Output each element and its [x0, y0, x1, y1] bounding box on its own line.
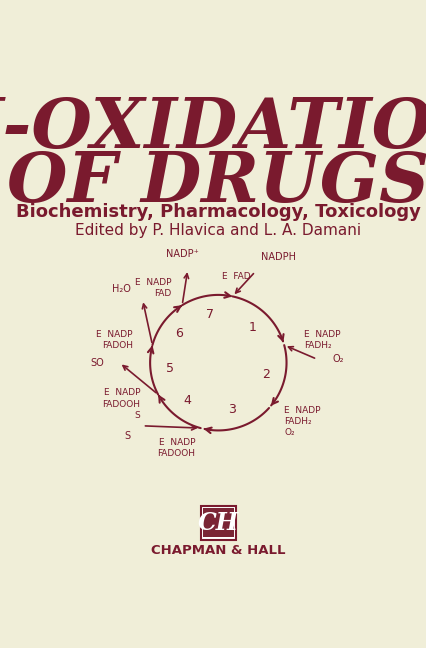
Text: NADPH: NADPH — [261, 252, 296, 262]
Text: NADP⁺: NADP⁺ — [167, 249, 199, 259]
Text: H₂O: H₂O — [112, 284, 130, 294]
Text: CH: CH — [198, 511, 239, 535]
Text: E  NADP
FAD: E NADP FAD — [135, 278, 171, 298]
Text: E  FAD: E FAD — [222, 272, 251, 281]
Text: E  NADP
FADOOH: E NADP FADOOH — [157, 437, 196, 457]
Text: E  NADP
FADH₂: E NADP FADH₂ — [304, 330, 340, 350]
Text: 2: 2 — [262, 367, 270, 380]
Bar — [203, 508, 234, 537]
Text: 4: 4 — [184, 395, 192, 408]
Text: CHAPMAN & HALL: CHAPMAN & HALL — [151, 544, 285, 557]
Text: 5: 5 — [166, 362, 173, 375]
Text: S: S — [124, 431, 130, 441]
Text: E  NADP
FADH₂
O₂: E NADP FADH₂ O₂ — [284, 406, 321, 437]
Text: N-OXIDATION: N-OXIDATION — [0, 95, 426, 162]
Text: E  NADP
FADOOH
S: E NADP FADOOH S — [102, 388, 140, 420]
Bar — [201, 506, 236, 540]
Text: Biochemistry, Pharmacology, Toxicology: Biochemistry, Pharmacology, Toxicology — [16, 203, 421, 221]
Text: SO: SO — [90, 358, 104, 367]
Text: E  NADP
FADOH: E NADP FADOH — [96, 330, 132, 350]
Text: OF DRUGS: OF DRUGS — [7, 150, 426, 217]
Text: 7: 7 — [206, 308, 214, 321]
Text: 3: 3 — [228, 403, 236, 416]
Text: 1: 1 — [248, 321, 256, 334]
Text: 6: 6 — [175, 327, 183, 340]
Text: O₂: O₂ — [333, 354, 344, 364]
Text: Edited by P. Hlavica and L. A. Damani: Edited by P. Hlavica and L. A. Damani — [75, 222, 361, 238]
